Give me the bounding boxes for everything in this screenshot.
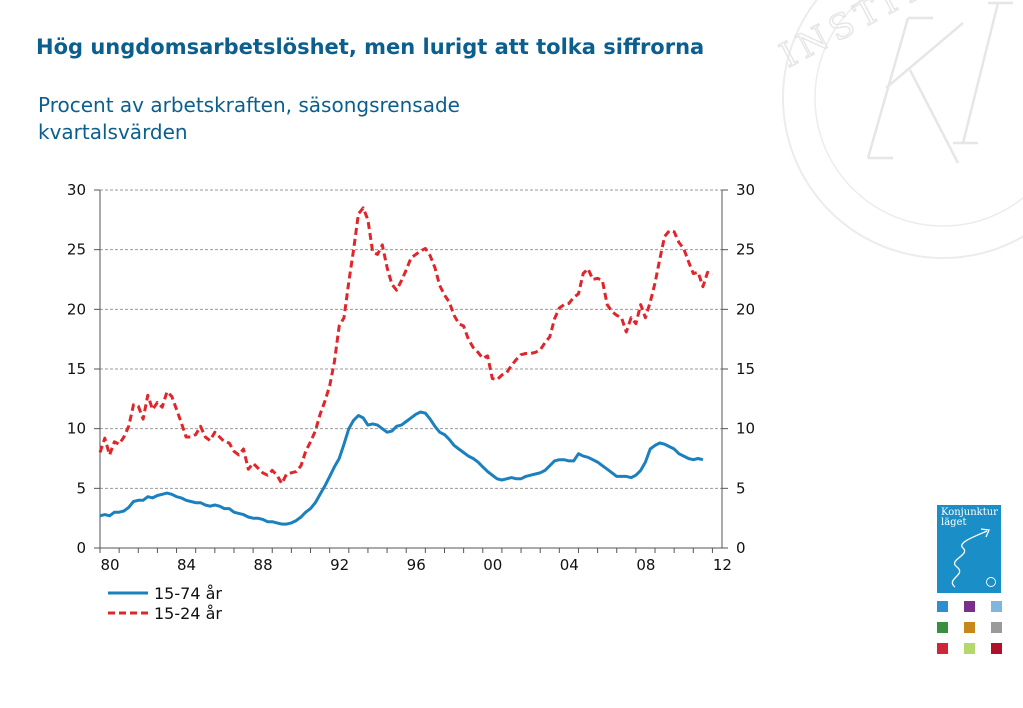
x-tick-label-96: 96 [407,556,426,574]
y-tick-label-right-0: 0 [736,539,746,557]
logo-swirl-icon [951,528,996,588]
y-tick-label-right-20: 20 [736,300,755,318]
y-tick-label-left-10: 10 [67,420,86,438]
series-line-1 [99,410,704,526]
y-tick-label-left-15: 15 [67,360,86,378]
logo-line1: Konjunktur [941,507,998,518]
swatch-9 [991,643,1002,654]
swatch-2 [964,601,975,612]
y-tick-label-right-25: 25 [736,241,755,259]
y-tick-label-left-25: 25 [67,241,86,259]
swatch-6 [991,622,1002,633]
x-tick-label-00: 00 [483,556,502,574]
x-tick-label-04: 04 [560,556,579,574]
legend-label-1: 15-74 år [154,584,222,603]
institute-seal-watermark: INSTITUTET [773,0,1023,259]
series-line-2 [98,206,714,486]
logo-line2: läget [941,517,967,528]
y-tick-label-right-5: 5 [736,479,746,497]
y-tick-label-left-20: 20 [67,300,86,318]
y-tick-label-left-5: 5 [76,479,86,497]
x-tick-label-88: 88 [254,556,273,574]
seal-text: INSTITUTET [773,0,1023,76]
x-tick-label-12: 12 [713,556,732,574]
x-tick-label-80: 80 [100,556,119,574]
swatch-3 [991,601,1002,612]
x-tick-label-92: 92 [330,556,349,574]
y-tick-label-left-30: 30 [67,181,86,199]
swatch-5 [964,622,975,633]
konjunkturlaget-logo: Konjunktur läget [937,505,1001,593]
y-tick-label-left-0: 0 [76,539,86,557]
page-subtitle: Procent av arbetskraften, säsongsrensade… [38,93,460,144]
seal-monogram [866,1,1013,164]
x-tick-label-08: 08 [636,556,655,574]
page-title: Hög ungdomsarbetslöshet, men lurigt att … [36,35,705,59]
swatch-8 [964,643,975,654]
legend-label-2: 15-24 år [154,604,222,623]
swatch-4 [937,622,948,633]
y-tick-label-right-30: 30 [736,181,755,199]
y-tick-label-right-10: 10 [736,420,755,438]
swatch-7 [937,643,948,654]
y-tick-label-right-15: 15 [736,360,755,378]
x-tick-label-84: 84 [177,556,196,574]
swatch-1 [937,601,948,612]
